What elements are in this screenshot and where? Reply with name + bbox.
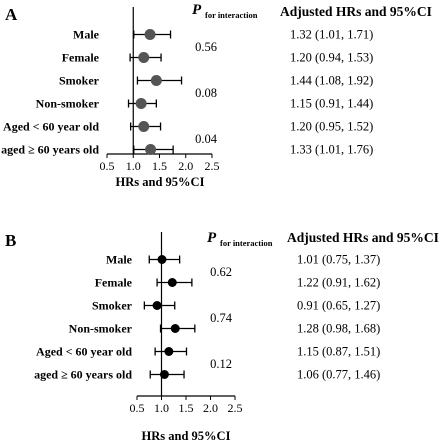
row-label: Non-smoker (36, 97, 100, 111)
x-tick-label: 0.5 (100, 159, 115, 173)
x-axis-title: HRs and 95%CI (142, 429, 231, 443)
row-label: Aged < 60 year old (3, 120, 99, 134)
x-tick-label: 2.0 (203, 401, 218, 415)
hr-point (167, 278, 177, 287)
panel-label: A (5, 5, 18, 24)
p-value: 0.12 (210, 357, 232, 371)
ci-value: 1.20 (0.94, 1.53) (290, 51, 373, 65)
row-label: Non-smoker (69, 322, 133, 336)
x-axis-title: HRs and 95%CI (116, 175, 205, 189)
ci-value: 1.15 (0.91, 1.44) (290, 97, 373, 111)
forest-row: Non-smoker 1.28 (0.98, 1.68) (69, 322, 381, 336)
p-value: 0.74 (210, 311, 233, 325)
p-value: 0.04 (195, 132, 218, 146)
x-tick-label: 2.5 (228, 401, 243, 415)
forest-row: aged ≥ 60 years old 1.06 (0.77, 1.46) (34, 368, 380, 382)
p-value: 0.56 (195, 40, 217, 54)
ci-value: 1.15 (0.87, 1.51) (297, 345, 380, 359)
x-tick-label: 0.5 (130, 401, 145, 415)
hr-point (170, 324, 180, 333)
forest-row: Male 1.32 (1.01, 1.71) (73, 28, 373, 42)
ci-value: 1.44 (1.08, 1.92) (290, 74, 373, 88)
row-label: Aged < 60 year old (36, 345, 132, 359)
ci-value: 1.06 (0.77, 1.46) (297, 368, 380, 382)
ci-value: 1.33 (1.01, 1.76) (290, 143, 373, 157)
row-label: Female (95, 276, 133, 290)
forest-row: Aged < 60 year old 1.20 (0.95, 1.52) (3, 120, 373, 134)
ci-value: 1.20 (0.95, 1.52) (290, 120, 373, 134)
forest-row: Smoker 0.91 (0.65, 1.27) (92, 299, 380, 313)
p-value: 0.62 (210, 265, 232, 279)
row-label: Male (106, 253, 133, 267)
row-label: Smoker (92, 299, 133, 313)
x-tick-label: 1.5 (152, 159, 167, 173)
hr-point (159, 370, 169, 379)
hr-point (135, 98, 147, 109)
hr-point (138, 52, 150, 63)
p-value: 0.08 (195, 86, 217, 100)
hr-point (164, 347, 174, 356)
hr-point (138, 121, 150, 132)
hr-point (144, 29, 156, 40)
x-tick-label: 1.0 (126, 159, 141, 173)
p-interaction-subheader: for interaction (205, 10, 258, 20)
ci-value: 1.28 (0.98, 1.68) (297, 322, 380, 336)
hr-point (152, 301, 162, 310)
panel-label: B (5, 231, 16, 250)
ci-value: 0.91 (0.65, 1.27) (297, 299, 380, 313)
hr-point (145, 144, 157, 155)
ci-column-header: Adjusted HRs and 95%CI (287, 230, 439, 245)
p-interaction-subheader: for interaction (220, 238, 273, 248)
hr-point (150, 75, 162, 86)
hr-point (157, 255, 167, 264)
ci-value: 1.01 (0.75, 1.37) (297, 253, 380, 267)
row-label: aged ≥ 60 years old (34, 368, 132, 382)
forest-row: Aged < 60 year old 1.15 (0.87, 1.51) (36, 345, 380, 359)
forest-panel-b: B 0.5 1.0 1.5 2.0 2.5 HRs and 95%CI P for intera… (5, 230, 439, 443)
row-label: Female (62, 51, 100, 65)
row-label: Male (73, 28, 100, 42)
forest-row: Female 1.22 (0.91, 1.62) (95, 276, 381, 290)
forest-row: aged ≥ 60 years old 1.33 (1.01, 1.76) (1, 143, 373, 157)
x-tick-label: 2.5 (205, 159, 220, 173)
forest-row: Smoker 1.44 (1.08, 1.92) (59, 74, 373, 88)
p-interaction-header: P (192, 2, 202, 18)
ci-column-header: Adjusted HRs and 95%CI (280, 4, 432, 19)
x-tick-label: 2.0 (178, 159, 193, 173)
x-tick-label: 1.5 (179, 401, 194, 415)
forest-row: Female 1.20 (0.94, 1.53) (62, 51, 374, 65)
ci-value: 1.22 (0.91, 1.62) (297, 276, 380, 290)
x-tick-label: 1.0 (154, 401, 169, 415)
p-interaction-header: P (207, 230, 217, 246)
row-label: aged ≥ 60 years old (1, 143, 99, 157)
ci-value: 1.32 (1.01, 1.71) (290, 28, 373, 42)
forest-row: Male 1.01 (0.75, 1.37) (106, 253, 380, 267)
forest-row: Non-smoker 1.15 (0.91, 1.44) (36, 97, 374, 111)
row-label: Smoker (59, 74, 100, 88)
